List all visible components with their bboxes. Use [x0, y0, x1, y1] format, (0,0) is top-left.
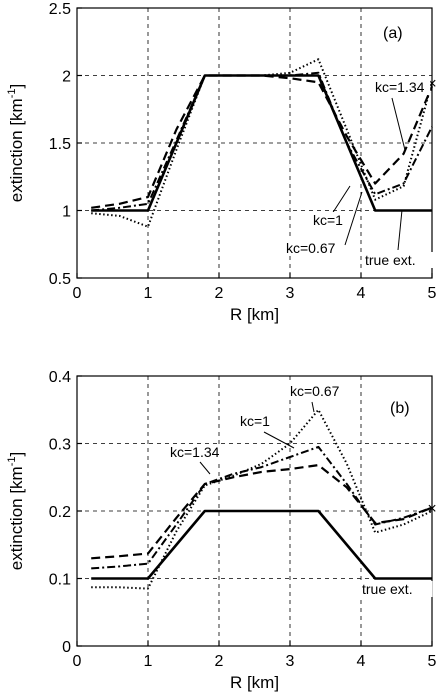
annotation-true-ext: true ext.	[365, 252, 416, 268]
y-tick-label: 0.2	[49, 504, 71, 521]
y-tick-label: 0.5	[49, 271, 71, 288]
annotation-leader	[199, 461, 211, 475]
annotation-leader	[263, 431, 295, 449]
annotation-kc-0-67: kc=0.67	[286, 240, 336, 256]
annotation-bg	[284, 240, 342, 256]
y-tick-label: 0.1	[49, 572, 71, 589]
x-tick-label: 1	[144, 653, 153, 670]
y-axis-title: extinction [km-1]	[6, 452, 26, 570]
chart-panel-b: 0 1 2 3 4 5 0 0.1 0.2 0.3 0.4 R [km] extinction [km-…	[6, 369, 437, 692]
x-tick-label: 0	[73, 285, 82, 302]
y-tick-label: 0.3	[49, 437, 71, 454]
x-axis-title: R [km]	[230, 673, 279, 692]
y-tick-label: 2	[62, 69, 71, 86]
annotation-kc-0-67: kc=0.67	[290, 383, 340, 399]
series-line-true-ext	[91, 509, 432, 580]
series-line-kc-1	[91, 445, 433, 570]
annotation-bg	[238, 413, 273, 429]
endpoint-marker: ×	[427, 75, 436, 92]
endpoint-marker: ×	[427, 501, 436, 518]
x-axis-title: R [km]	[230, 305, 279, 324]
annotation-bg	[288, 383, 346, 399]
annotation-leader	[329, 185, 351, 218]
annotation-kc-1-34: kc=1.34	[170, 444, 220, 460]
y-tick-label: 0.4	[49, 369, 71, 386]
x-tick-label: 0	[73, 653, 82, 670]
series-line-true-ext	[91, 74, 432, 212]
annotation-bg	[373, 79, 431, 95]
panel-tag: (a)	[383, 25, 403, 42]
y-tick-label: 0	[62, 639, 71, 656]
x-tick-label: 3	[286, 285, 295, 302]
annotation-true-ext: true ext.	[362, 581, 413, 597]
y-tick-label: 1	[62, 204, 71, 221]
annotation-leader	[397, 209, 403, 251]
x-tick-label: 1	[144, 285, 153, 302]
x-tick-label: 4	[357, 285, 366, 302]
annotation-bg	[168, 444, 226, 460]
series-line-kc-1-34	[91, 74, 434, 209]
annotation-leader	[344, 191, 363, 246]
annotation-kc-1: kc=1	[240, 413, 270, 429]
panel-tag: (b)	[390, 400, 410, 417]
y-tick-label: 1.5	[49, 136, 71, 153]
annotation-bg	[360, 581, 433, 597]
annotation-bg	[311, 212, 346, 228]
annotation-leader	[391, 97, 406, 151]
x-tick-label: 2	[215, 285, 224, 302]
x-tick-label: 4	[357, 653, 366, 670]
annotation-bg	[363, 252, 436, 268]
x-tick-label: 3	[286, 653, 295, 670]
annotation-kc-1-34: kc=1.34	[375, 79, 425, 95]
annotation-leader	[311, 401, 315, 413]
y-tick-label: 2.5	[49, 1, 71, 18]
chart-panel-a: 0 1 2 3 4 5 0.5 1 1.5 2 2.5 R [km] extinction [km-1]…	[6, 1, 437, 324]
series-line-kc-0-67	[91, 408, 433, 590]
y-axis-title: extinction [km-1]	[6, 84, 26, 202]
x-tick-label: 2	[215, 653, 224, 670]
x-tick-label: 5	[428, 285, 437, 302]
x-tick-label: 5	[428, 653, 437, 670]
annotation-kc-1: kc=1	[313, 212, 343, 228]
